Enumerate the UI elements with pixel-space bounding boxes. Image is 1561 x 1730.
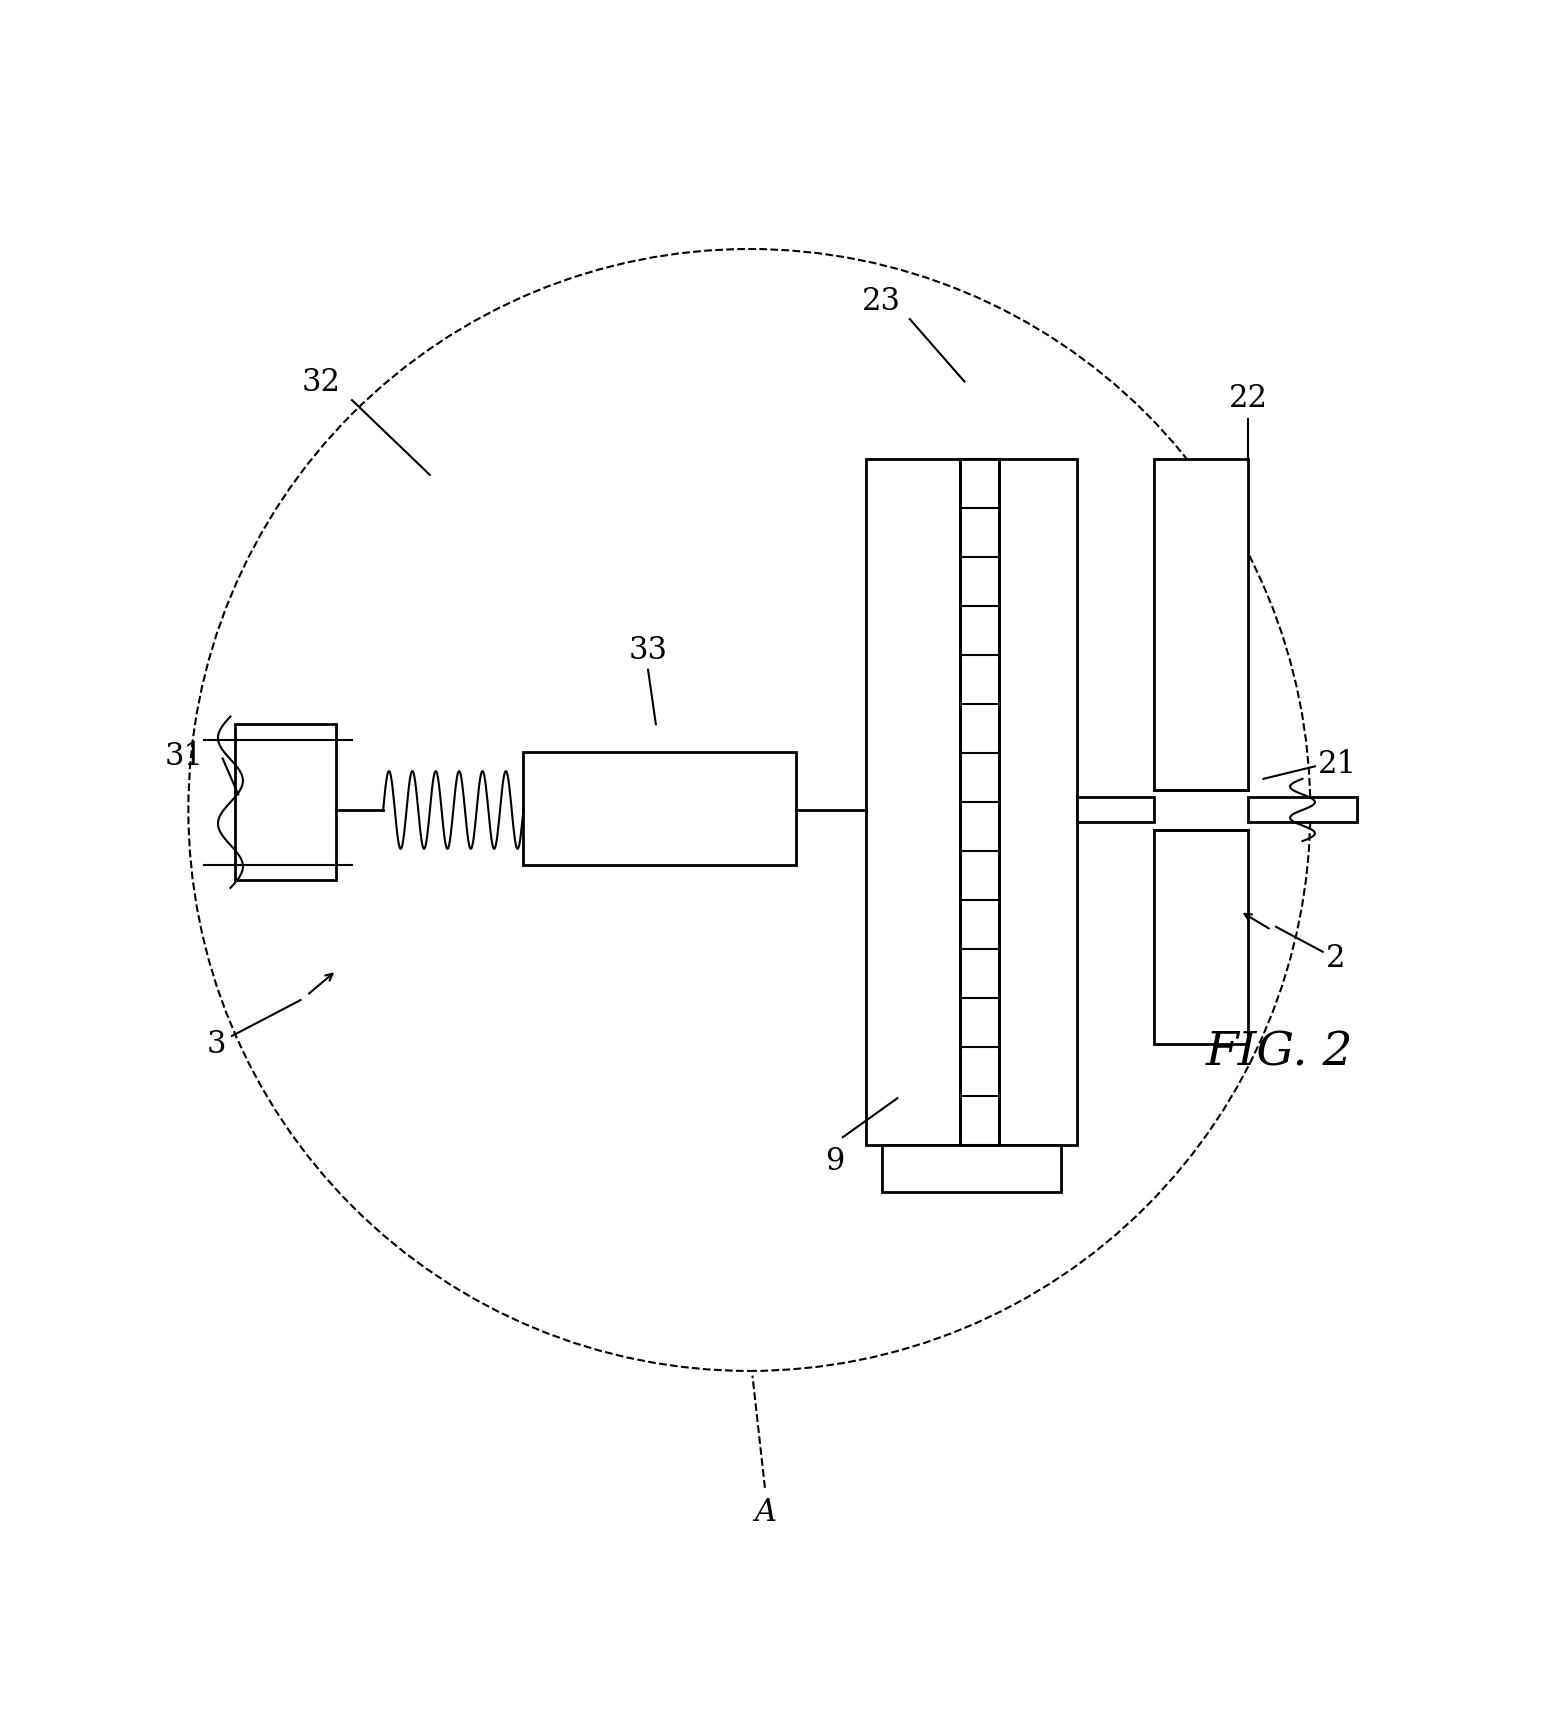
Bar — [1155, 830, 1247, 1045]
Text: 33: 33 — [629, 635, 668, 666]
Bar — [236, 725, 337, 881]
Bar — [523, 753, 796, 865]
Text: 22: 22 — [1229, 382, 1268, 413]
Text: 23: 23 — [862, 285, 901, 317]
Text: 21: 21 — [1317, 749, 1357, 778]
Text: 9: 9 — [826, 1145, 845, 1176]
Bar — [1247, 798, 1357, 823]
Bar — [1077, 798, 1155, 823]
Text: 2: 2 — [1325, 943, 1346, 974]
Bar — [960, 460, 999, 1145]
Text: FIG. 2: FIG. 2 — [1205, 1029, 1353, 1074]
Bar — [882, 1145, 1061, 1192]
Bar — [999, 460, 1077, 1145]
Text: A: A — [754, 1496, 776, 1528]
Bar — [1155, 460, 1247, 791]
Text: 3: 3 — [206, 1029, 226, 1059]
Text: 32: 32 — [301, 367, 340, 398]
Bar — [866, 460, 960, 1145]
Text: 31: 31 — [165, 740, 204, 772]
